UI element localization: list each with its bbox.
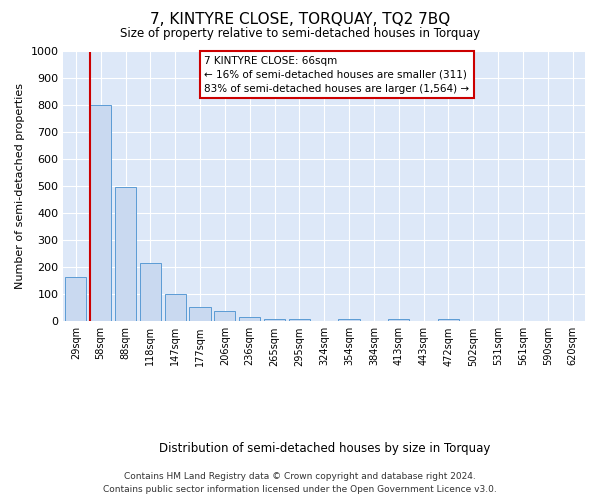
Text: 7, KINTYRE CLOSE, TORQUAY, TQ2 7BQ: 7, KINTYRE CLOSE, TORQUAY, TQ2 7BQ [150, 12, 450, 26]
Text: Contains HM Land Registry data © Crown copyright and database right 2024.
Contai: Contains HM Land Registry data © Crown c… [103, 472, 497, 494]
Bar [338, 318, 359, 322]
X-axis label: Distribution of semi-detached houses by size in Torquay: Distribution of semi-detached houses by … [158, 442, 490, 455]
Bar [140, 262, 161, 322]
Text: 7 KINTYRE CLOSE: 66sqm
← 16% of semi-detached houses are smaller (311)
83% of se: 7 KINTYRE CLOSE: 66sqm ← 16% of semi-det… [204, 56, 469, 94]
Bar [214, 311, 235, 322]
Bar [239, 316, 260, 322]
Bar [190, 306, 211, 322]
Bar [65, 277, 86, 322]
Bar [289, 318, 310, 322]
Bar [264, 318, 285, 322]
Y-axis label: Number of semi-detached properties: Number of semi-detached properties [15, 84, 25, 290]
Text: Size of property relative to semi-detached houses in Torquay: Size of property relative to semi-detach… [120, 28, 480, 40]
Bar [388, 318, 409, 322]
Bar [90, 106, 111, 322]
Bar [438, 318, 459, 322]
Bar [115, 187, 136, 322]
Bar [164, 294, 186, 322]
